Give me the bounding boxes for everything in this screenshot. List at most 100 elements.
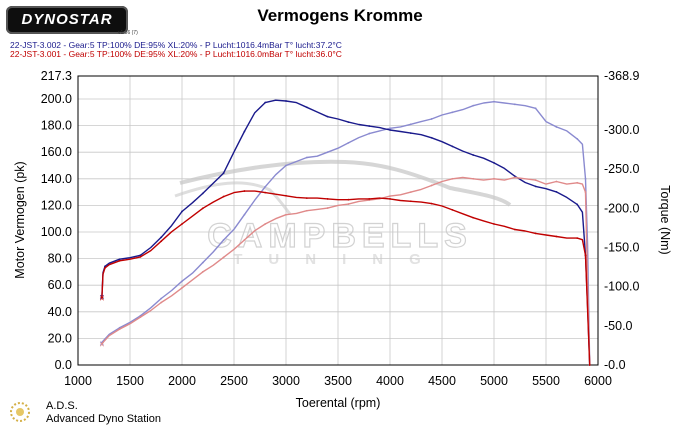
y-tick-label: 0.0 — [55, 358, 72, 372]
data-point — [201, 261, 204, 264]
data-point — [160, 301, 163, 304]
ads-logo-icon — [10, 402, 30, 422]
data-point — [264, 185, 267, 188]
data-point — [160, 236, 163, 239]
data-point — [222, 172, 225, 174]
data-point — [101, 296, 103, 299]
x-tick-label: 3000 — [272, 374, 300, 388]
data-point — [347, 203, 350, 205]
data-point — [243, 130, 246, 133]
chart-title: Vermogens Kromme — [257, 6, 423, 25]
data-point — [305, 197, 308, 200]
plot-frame — [77, 75, 599, 366]
data-point — [201, 192, 204, 195]
y-tick-label: 140.0 — [41, 172, 72, 186]
y-tick-label: 160.0 — [41, 145, 72, 159]
data-point — [513, 176, 516, 179]
data-point — [181, 280, 183, 283]
data-point — [305, 156, 308, 159]
y2-tick-label: -150.0 — [604, 240, 639, 254]
watermark-line1: CAMPBELLS — [207, 217, 473, 255]
y2-tick-label: -0.0 — [604, 358, 626, 372]
data-point — [285, 213, 287, 216]
y-tick-label: 40.0 — [48, 305, 72, 319]
data-point — [118, 259, 121, 262]
data-point — [513, 228, 516, 231]
data-point — [389, 129, 391, 131]
run-info-1: 22-JST-3.002 - Gear:5 TP:100% DE:95% XL:… — [10, 40, 342, 50]
y-tick-label: 60.0 — [48, 278, 72, 292]
data-point — [555, 190, 558, 193]
data-point — [181, 223, 183, 225]
data-point — [160, 240, 163, 243]
data-point — [139, 255, 142, 258]
data-point — [104, 266, 106, 269]
y2-tick-label: -100.0 — [604, 280, 639, 294]
data-point — [347, 141, 350, 144]
data-point — [576, 138, 579, 140]
series-power-run2 — [101, 176, 591, 366]
y2-axis-label: Torque (Nm) — [658, 185, 672, 254]
start-marker: × — [99, 340, 104, 350]
data-point — [534, 107, 537, 110]
data-point — [513, 175, 516, 178]
data-point — [285, 100, 287, 102]
logo-version: v1.36 (7) — [118, 30, 138, 36]
data-point — [201, 207, 204, 210]
footer-brand: A.D.S. — [46, 400, 78, 412]
data-point — [409, 132, 412, 135]
y2-tick-label: -200.0 — [604, 201, 639, 215]
x-axis-label: Toerental (rpm) — [296, 396, 381, 410]
data-point — [534, 232, 537, 235]
y-tick-label: 80.0 — [48, 252, 72, 266]
x-tick-label: 4000 — [376, 374, 404, 388]
y2-tick-label: -250.0 — [604, 162, 639, 176]
y-tick-label: 200.0 — [41, 92, 72, 106]
data-point — [368, 132, 371, 135]
data-point — [584, 191, 587, 194]
x-tick-label: 4500 — [428, 374, 456, 388]
data-point — [222, 239, 225, 241]
data-point — [513, 103, 516, 106]
watermark: CAMPBELLS TUNING — [174, 159, 512, 268]
data-point — [243, 239, 246, 241]
data-point — [472, 177, 475, 180]
data-point — [326, 198, 329, 200]
data-point — [493, 161, 495, 164]
data-point — [160, 297, 163, 300]
x-tick-label: 2500 — [220, 374, 248, 388]
data-point — [389, 198, 391, 200]
data-point — [347, 121, 350, 124]
data-point — [451, 208, 454, 211]
data-point — [389, 127, 391, 130]
data-point — [264, 101, 267, 104]
data-point — [305, 106, 308, 109]
data-point — [139, 254, 142, 257]
data-point — [576, 181, 579, 184]
data-point — [285, 194, 287, 197]
y-tick-label: 180.0 — [41, 119, 72, 133]
data-point — [389, 195, 391, 197]
watermark-swoosh-icon — [174, 181, 292, 215]
y-tick-label: 120.0 — [41, 198, 72, 212]
watermark-line2: TUNING — [233, 251, 447, 268]
data-point — [493, 177, 495, 180]
x-tick-label: 5500 — [532, 374, 560, 388]
x-tick-label: 1500 — [116, 374, 144, 388]
data-point — [534, 185, 537, 188]
data-point — [430, 136, 433, 139]
chart-series: ×××× — [99, 99, 591, 366]
data-point — [243, 213, 246, 216]
y2-tick-label: -50.0 — [604, 319, 633, 333]
data-point — [201, 271, 204, 273]
data-point — [472, 104, 475, 107]
data-point — [326, 151, 329, 154]
data-point — [409, 191, 412, 194]
watermark-car-icon — [179, 159, 512, 207]
data-point — [181, 286, 183, 289]
data-point — [430, 184, 433, 187]
data-point — [584, 177, 587, 180]
dynostar-logo: DYNOSTAR — [6, 6, 128, 34]
data-point — [472, 216, 475, 219]
x-ticks: 1000 1500 2000 2500 3000 3500 4000 4500 5000 5500… — [64, 374, 612, 388]
